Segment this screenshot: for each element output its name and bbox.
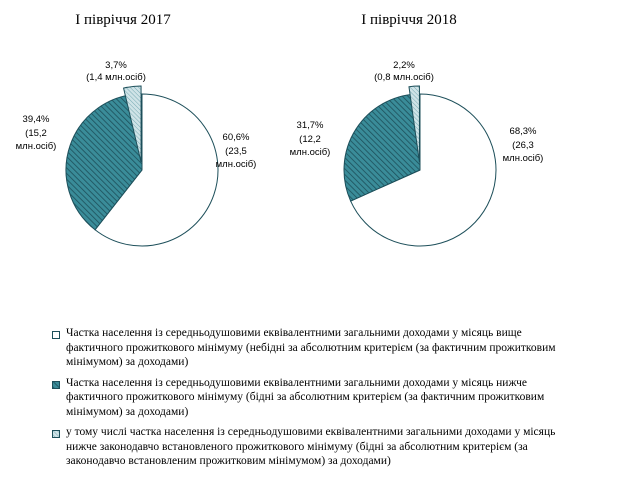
chart-title-2017: І півріччя 2017 — [75, 12, 171, 28]
legend-text: Частка населення із середньодушовими екв… — [66, 376, 545, 418]
slice-label-detail-line: млн.осіб) — [216, 159, 257, 170]
slice-label-detail: (1,4 млн.осіб) — [86, 72, 146, 83]
pie-chart-2017 — [65, 85, 219, 247]
legend-swatch-dark-hatch — [52, 379, 60, 389]
legend-item: Частка населення із середньодушовими екв… — [52, 326, 572, 370]
slice-label-detail: (15,2 млн.осіб) — [16, 128, 57, 152]
pie-slice — [65, 93, 143, 231]
pie-slice-exploded — [122, 85, 142, 163]
slice-label-percent: 3,7% — [105, 60, 127, 71]
slice-label-detail: (12,2 млн.осіб) — [290, 134, 331, 158]
slice-label-percent: 68,3% — [510, 126, 537, 137]
slice-label-percent: 60,6% — [223, 132, 250, 143]
pie-chart-2018 — [343, 85, 497, 247]
slice-label-detail-line: млн.осіб) — [503, 153, 544, 164]
slice-label-detail-line: (12,2 — [299, 134, 321, 145]
slice-label-detail-line: млн.осіб) — [16, 141, 57, 152]
legend-item: Частка населення із середньодушовими екв… — [52, 376, 572, 420]
slice-label-detail: (26,3 млн.осіб) — [503, 140, 544, 164]
legend-text: Частка населення із середньодушовими екв… — [66, 327, 556, 368]
slice-label-detail-line: (26,3 — [512, 140, 534, 151]
pie-charts-area: І півріччя 2017 60,6% (23,5 млн.осіб) 39,… — [16, 12, 544, 247]
chart-legend: Частка населення із середньодушовими екв… — [52, 326, 572, 475]
slice-label-detail: (0,8 млн.осіб) — [374, 72, 434, 83]
legend-swatch-light-hatch — [52, 428, 60, 438]
slice-label-percent: 31,7% — [297, 120, 324, 131]
slice-label-detail-line: (23,5 — [225, 146, 247, 157]
legend-swatch-white — [52, 329, 60, 339]
slice-label-detail-line: млн.осіб) — [290, 147, 331, 158]
pie-slice — [94, 93, 219, 247]
slice-label-percent: 2,2% — [393, 60, 415, 71]
pie-slice — [343, 93, 421, 202]
chart-title-2018: І півріччя 2018 — [361, 12, 456, 28]
slice-label-detail-line: (15,2 — [25, 128, 47, 139]
slice-label-percent: 39,4% — [23, 114, 50, 125]
legend-text: у тому числі частка населення із середнь… — [66, 426, 556, 467]
legend-item: у тому числі частка населення із середнь… — [52, 425, 572, 469]
slice-label-detail: (23,5 млн.осіб) — [216, 146, 257, 170]
pie-slice-exploded — [408, 85, 420, 163]
pie-slice — [349, 93, 497, 247]
